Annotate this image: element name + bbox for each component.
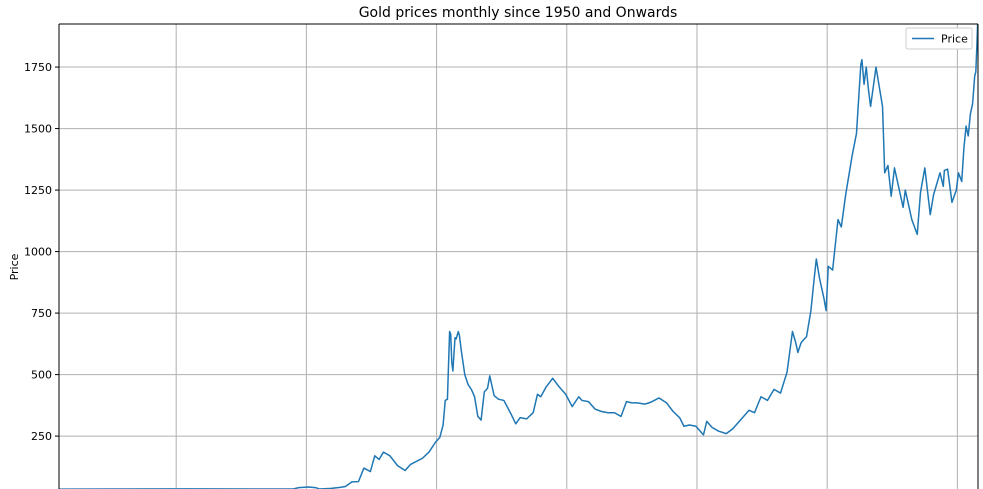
chart-title: Gold prices monthly since 1950 and Onwar… (359, 5, 678, 21)
axes-frame (58, 23, 979, 489)
y-tick-label-4: 1250 (24, 184, 52, 197)
series-line-price (59, 24, 978, 489)
y-tick-label-5: 1500 (24, 123, 52, 136)
grid-lines (59, 24, 978, 489)
legend-label-price: Price (941, 33, 968, 46)
y-axis-label: Price (8, 253, 21, 280)
legend: Price (905, 27, 973, 50)
legend-box (905, 27, 973, 50)
y-tick-label-3: 1000 (24, 246, 52, 259)
y-tick-label-2: 750 (31, 307, 52, 320)
plot-area (59, 24, 978, 489)
y-tick-label-0: 250 (31, 430, 52, 443)
y-tick-label-6: 1750 (24, 61, 52, 74)
y-tick-label-1: 500 (31, 369, 52, 382)
y-axis-ticks: 250 500 750 1000 1250 1500 1750 (24, 61, 59, 443)
